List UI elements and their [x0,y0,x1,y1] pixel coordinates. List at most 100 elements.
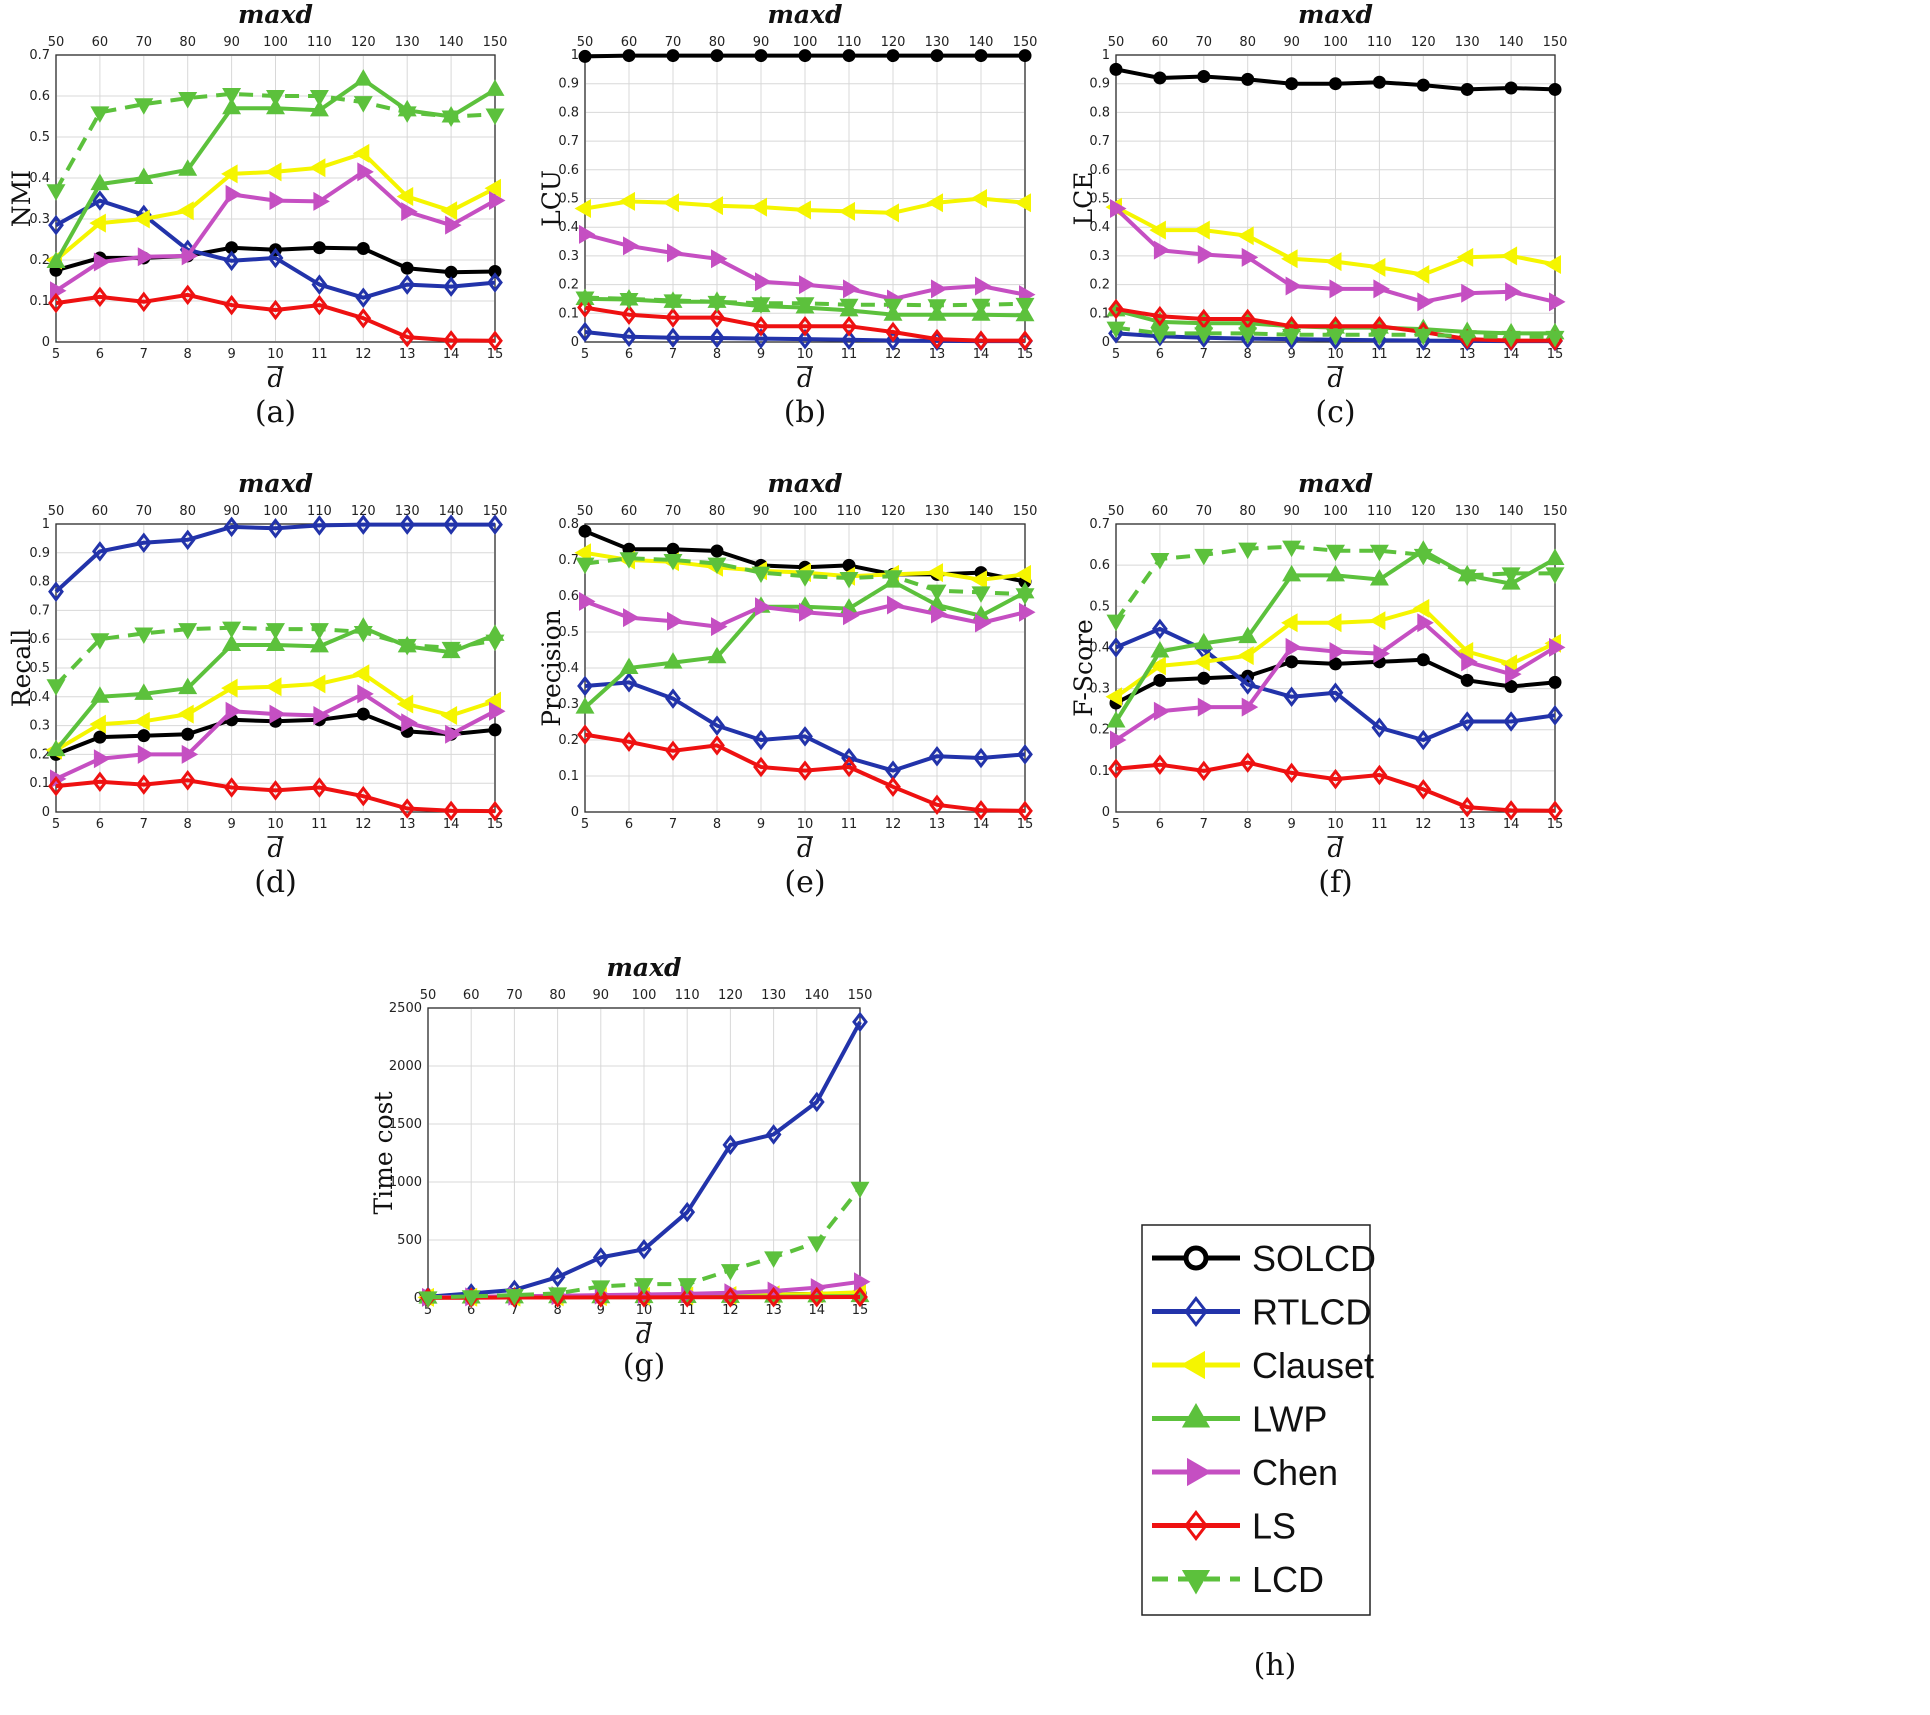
x-tick-label: 15 [852,1303,869,1318]
legend-entry-ls: LS [1152,1506,1296,1547]
data-point [1461,652,1478,672]
data-point [1285,77,1299,91]
x-axis-label: d [267,364,283,393]
data-point [931,604,948,624]
top-tick-label: 110 [307,504,332,519]
data-point [621,731,637,753]
legend-label: LS [1252,1506,1296,1547]
data-point [1282,564,1302,582]
data-point [1282,328,1302,346]
y-tick-label: 0.1 [558,769,579,784]
data-point [1153,240,1171,260]
data-point [485,634,505,652]
series-line [55,778,496,814]
data-point [592,1247,609,1268]
y-tick-label: 0.1 [29,776,50,791]
y-tick-label: 0.6 [29,89,50,104]
data-point [1285,276,1303,296]
series-ls [577,724,1033,822]
data-point [445,724,462,744]
data-point [794,200,811,220]
legend-marker [1184,1510,1208,1541]
legend-marker [1183,1245,1209,1271]
data-point [133,209,150,229]
x-axis-label: d [797,364,813,393]
top-tick-label: 130 [925,504,950,519]
y-tick-label: 0.5 [29,130,50,145]
legend-label: RTLCD [1252,1292,1371,1333]
data-point [93,252,111,272]
x-tick-label: 14 [1503,347,1520,362]
data-point [754,49,768,63]
data-point [311,294,328,316]
data-point [1324,613,1342,633]
data-point [1197,697,1215,717]
data-point [1106,710,1126,728]
data-point [396,694,414,714]
data-point [1150,327,1170,344]
y-tick-label: 0.9 [558,77,579,92]
data-point [1329,279,1347,299]
series-line [55,198,496,300]
legend-entry-chen: Chen [1152,1452,1338,1493]
data-point [634,1278,654,1295]
x-tick-label: 7 [140,817,148,832]
x-tick-label: 9 [1287,817,1295,832]
data-point [489,701,506,721]
data-point [1547,705,1563,726]
legend-marker [1181,1570,1211,1595]
series-line [584,680,1026,773]
data-point [753,756,769,778]
data-point [311,777,328,798]
x-tick-label: 13 [765,1303,782,1318]
data-point [1505,664,1522,684]
series-chen [50,162,506,301]
data-point [225,701,243,721]
top-tick-label: 80 [179,35,196,50]
data-point [929,794,945,816]
data-point [1149,656,1166,676]
top-tick-label: 150 [848,988,873,1003]
data-point [843,606,860,626]
data-point [926,193,943,213]
top-tick-label: 120 [1411,504,1436,519]
data-point [1329,642,1347,662]
top-tick-label: 100 [793,35,818,50]
y-axis-label: Precision [537,609,566,727]
y-tick-label: 1 [1102,48,1110,63]
data-point [750,197,767,217]
data-point [92,771,108,793]
panel-label: (f) [1318,865,1353,900]
data-point [1195,760,1212,782]
data-point [575,557,595,575]
y-tick-label: 0.1 [1089,764,1110,779]
x-axis-label: d [636,1320,652,1349]
top-tick-label: 130 [395,504,420,519]
x-tick-label: 15 [1017,347,1034,362]
data-point [357,162,374,182]
data-point [667,611,684,631]
x-tick-label: 12 [355,817,372,832]
x-axis-label: d [797,834,813,863]
data-point [443,514,459,535]
top-tick-label: 60 [621,504,638,519]
series-ls [577,297,1033,351]
top-tick-label: 120 [881,35,906,50]
data-point [1456,247,1474,267]
x-tick-label: 7 [1200,817,1208,832]
data-point [440,201,458,221]
data-point [1285,655,1299,669]
data-point [1372,75,1386,89]
top-tick-label: 90 [1283,35,1300,50]
top-tick-label: 140 [439,504,464,519]
data-point [487,330,503,352]
top-axis-label: maxd [767,0,842,29]
data-point [181,727,195,741]
y-tick-label: 0 [42,335,50,350]
data-point [137,729,151,743]
data-point [312,241,326,255]
y-tick-label: 0.9 [29,546,50,561]
data-point [1281,249,1298,269]
y-tick-label: 0.2 [29,253,50,268]
x-tick-label: 10 [1327,347,1344,362]
